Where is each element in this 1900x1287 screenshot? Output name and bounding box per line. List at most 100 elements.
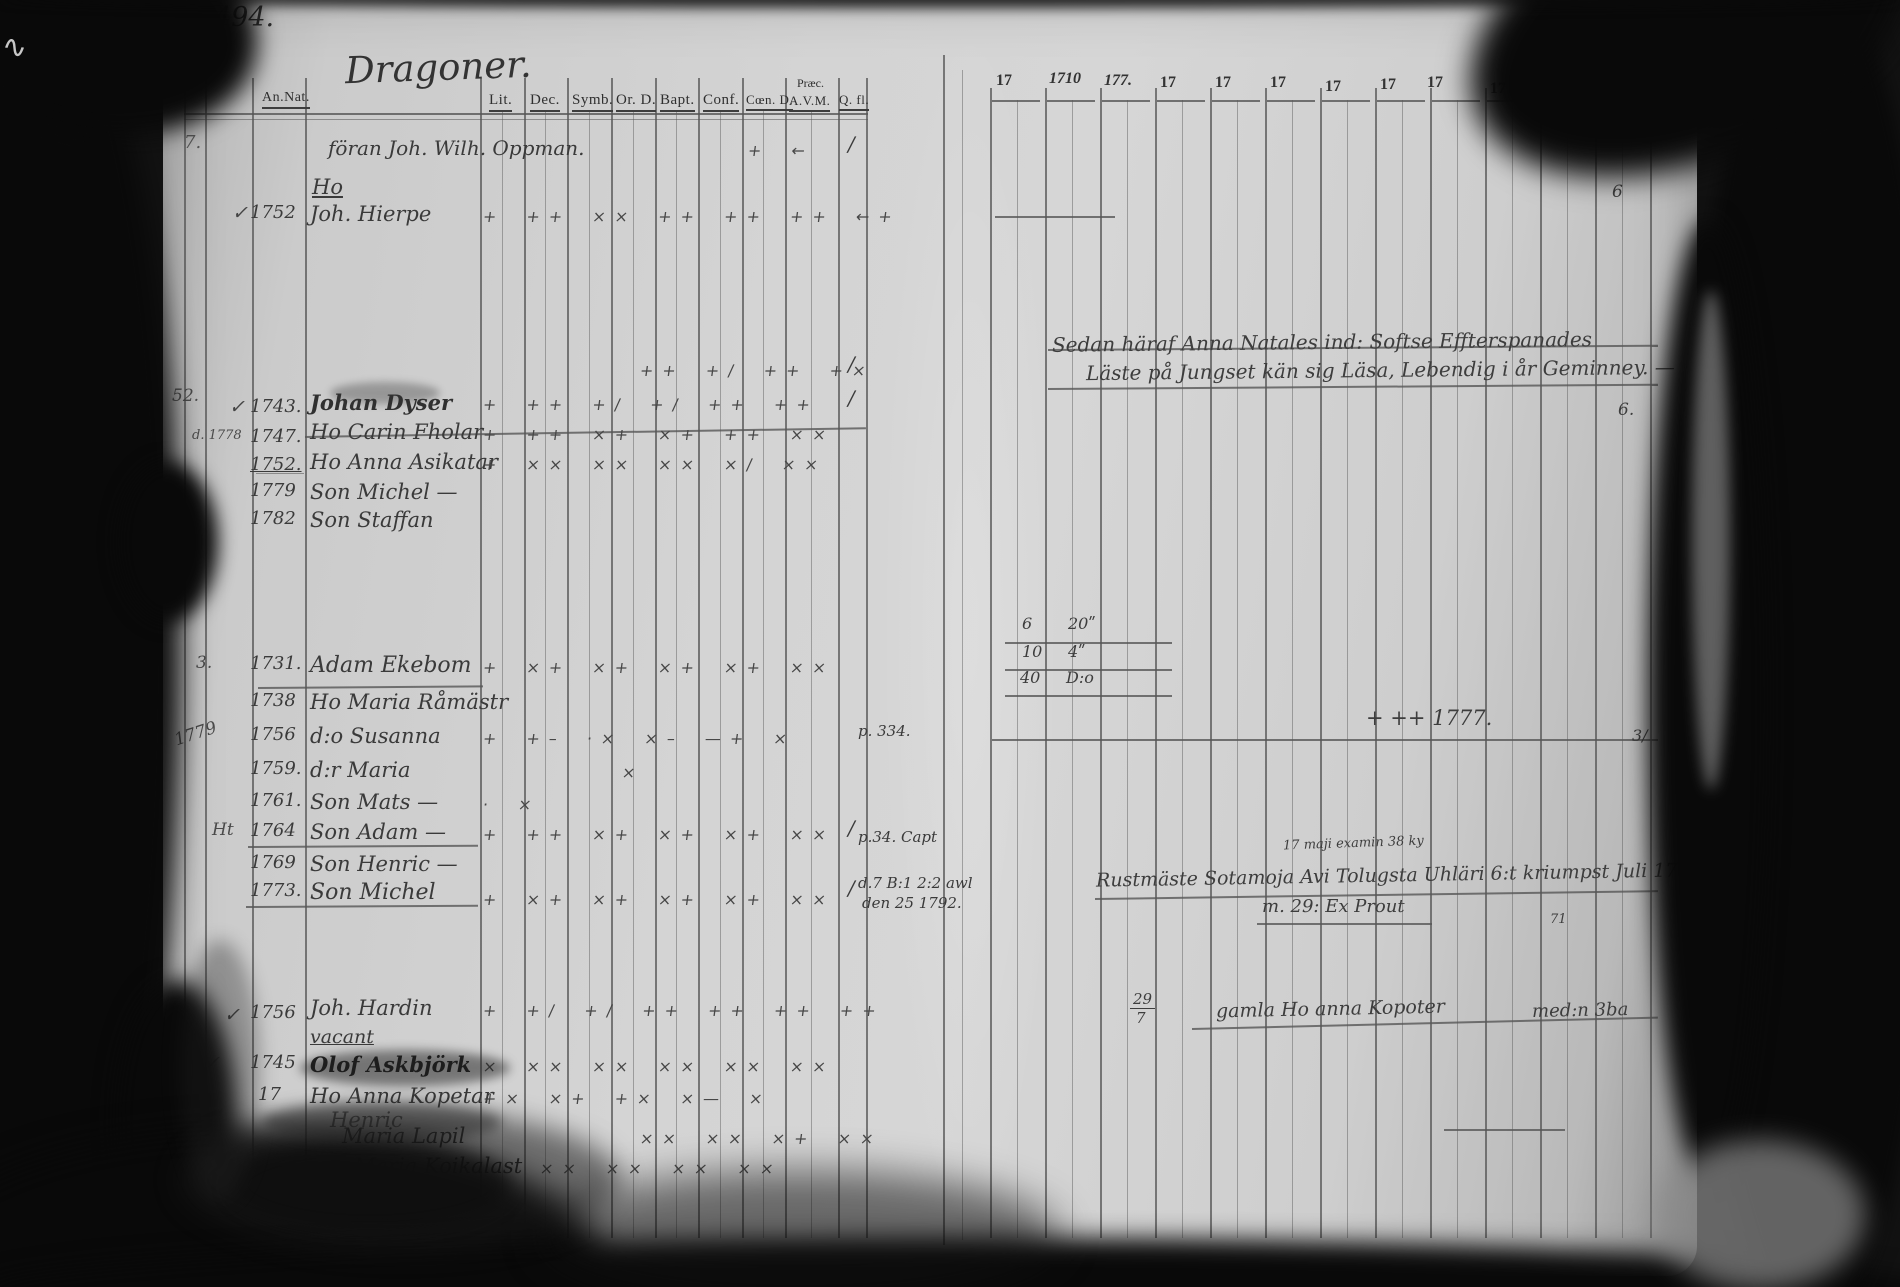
left-page-title: Dragoner. xyxy=(344,42,533,93)
ledger-row: 1761. Son Mats — · × xyxy=(0,790,1900,824)
ink-mottle-bottom-left-2 xyxy=(230,1140,510,1230)
entry-name: Son Michel — xyxy=(310,480,458,504)
rule-line-vertical xyxy=(838,78,840,1238)
entry-year: 1747. xyxy=(250,426,302,447)
entry-name: Son Adam — xyxy=(310,820,446,844)
year-1777-note: + ++ 1777. xyxy=(1366,706,1493,730)
entry-marks: · × xyxy=(481,795,542,814)
tally-row: 40 D:o xyxy=(1020,668,1094,687)
entry-year: 1779 xyxy=(250,480,296,501)
entry-qfl-mark: ∕ xyxy=(848,816,855,840)
rule-line-vertical xyxy=(1100,88,1102,1238)
column-header-bapt: Bapt. xyxy=(660,92,695,112)
year-header-9: 17 xyxy=(1427,74,1443,91)
year-header-7: 17 xyxy=(1325,78,1341,95)
rule-line-vertical xyxy=(1622,100,1623,1238)
page-gutter-highlight xyxy=(880,0,1060,1260)
ledger-row: vacant xyxy=(0,1026,1900,1060)
entry-name: Son Mats — xyxy=(310,790,439,814)
entry-year: 1759. xyxy=(250,758,302,779)
ink-smear-margin xyxy=(180,940,260,1200)
rule-line-horizontal xyxy=(1444,1129,1565,1131)
rule-line-vertical xyxy=(962,70,963,1240)
column-header-avm: A.V.M. xyxy=(789,93,831,112)
tally-value: 4ʺ xyxy=(1068,642,1086,661)
entry-marks: + ← xyxy=(746,141,816,160)
rule-line-vertical xyxy=(184,52,186,1238)
film-corner-bottom-right-light xyxy=(1655,1140,1865,1287)
rule-line-vertical xyxy=(698,78,700,1238)
entry-marks: + ++ ×× ++ ++ ++ ←+ xyxy=(481,207,903,226)
rule-line-horizontal xyxy=(1157,100,1205,102)
rule-line-vertical xyxy=(1237,100,1238,1238)
year-header-1: 17 xyxy=(996,72,1012,89)
ledger-row: ✓ 1756 Joh. Hardin + +∕ +∕ ++ ++ ++ ++ xyxy=(0,996,1900,1030)
ledger-row: d. 1778 1747. Ho Carin Fholar + ++ ×+ ×+… xyxy=(0,420,1900,454)
entry-marks: × xyxy=(620,763,646,782)
tally-value: D:o xyxy=(1066,668,1094,687)
entry-year: 1782 xyxy=(250,508,296,529)
rule-line-vertical xyxy=(524,78,526,1238)
tally-row: 10 4ʺ xyxy=(1022,642,1086,661)
rule-line-horizontal xyxy=(1047,100,1095,102)
rule-line-horizontal xyxy=(1102,100,1150,102)
entry-year: 1764 xyxy=(250,820,296,841)
tally-value: 20ʺ xyxy=(1068,614,1096,633)
gamla-note-tail: med:n 3ba xyxy=(1531,998,1629,1023)
rule-line-vertical xyxy=(655,78,657,1238)
column-header-lit: Lit. xyxy=(489,92,513,112)
film-smudge-bottom-mid xyxy=(540,1170,1060,1287)
rule-line-vertical xyxy=(676,110,677,1238)
rule-line-vertical xyxy=(205,78,207,1238)
rule-line-horizontal xyxy=(256,473,304,474)
entry-qfl-mark: ∕ xyxy=(848,876,855,900)
rule-line-vertical xyxy=(1457,100,1458,1238)
rule-line-vertical xyxy=(611,78,613,1238)
edge-figure-6b: 6. xyxy=(1618,400,1635,420)
entry-year: 17 xyxy=(258,1084,281,1105)
year-header-4: 17 xyxy=(1160,74,1176,91)
entry-margin: Ht xyxy=(212,820,234,840)
entry-year: 1761. xyxy=(250,790,302,811)
entry-year: 1773. xyxy=(250,880,302,901)
column-header-praec: Præc. xyxy=(797,76,824,90)
entry-name: d:r Maria xyxy=(310,758,411,782)
year-header-8: 17 xyxy=(1380,76,1396,93)
rule-line-horizontal xyxy=(992,739,1658,741)
entry-note: p.34. Capt xyxy=(858,828,938,846)
entry-year: 1769 xyxy=(250,852,296,873)
ledger-row: 1769 Son Henric — xyxy=(0,852,1900,886)
year-header-6: 17 xyxy=(1270,74,1286,91)
rule-line-vertical xyxy=(480,78,482,1238)
ink-blot-name-2 xyxy=(262,1102,502,1142)
entry-year: 1756 xyxy=(250,1002,296,1023)
rule-line-vertical xyxy=(1292,100,1293,1238)
entry-marks: + ++ ×+ ×+ ++ ×× xyxy=(481,425,837,444)
ledger-row: Ho xyxy=(0,175,1900,209)
rule-line-vertical xyxy=(589,110,590,1238)
rule-line-vertical xyxy=(1210,88,1212,1238)
exam-note-sub: m. 29: Ex Prout xyxy=(1262,896,1405,917)
ledger-row: 3. 1731. Adam Ekebom + ×+ ×+ ×+ ×+ ×× xyxy=(0,653,1900,687)
entry-name: Adam Ekebom xyxy=(310,653,472,678)
ink-blot-name xyxy=(300,1050,510,1086)
rule-line-vertical xyxy=(1402,100,1403,1238)
column-header-or-d: Or. D. xyxy=(616,92,657,112)
margin-number: 7. xyxy=(184,132,202,153)
column-header-q-fl: Q. fl. xyxy=(839,92,870,111)
entry-qfl-mark: ∕ xyxy=(848,352,855,376)
ledger-row: 1779 Son Michel — xyxy=(0,480,1900,514)
rule-line-horizontal xyxy=(1005,642,1172,644)
rule-line-horizontal xyxy=(1257,923,1432,925)
entry-check: ✓ xyxy=(232,202,248,224)
entry-name: föran Joh. Wilh. Oppman. xyxy=(328,136,585,160)
rule-line-vertical xyxy=(1320,88,1322,1238)
entry-year: 1731. xyxy=(250,653,302,674)
rule-line-vertical xyxy=(1182,100,1183,1238)
page-edge-highlight xyxy=(1692,290,1730,790)
entry-year: 1752. xyxy=(250,454,302,475)
rule-line-horizontal xyxy=(1377,100,1425,102)
entry-marks: ++ +∕ ++ +× xyxy=(638,361,876,380)
edge-figure-3: 3∕ xyxy=(1632,726,1648,745)
